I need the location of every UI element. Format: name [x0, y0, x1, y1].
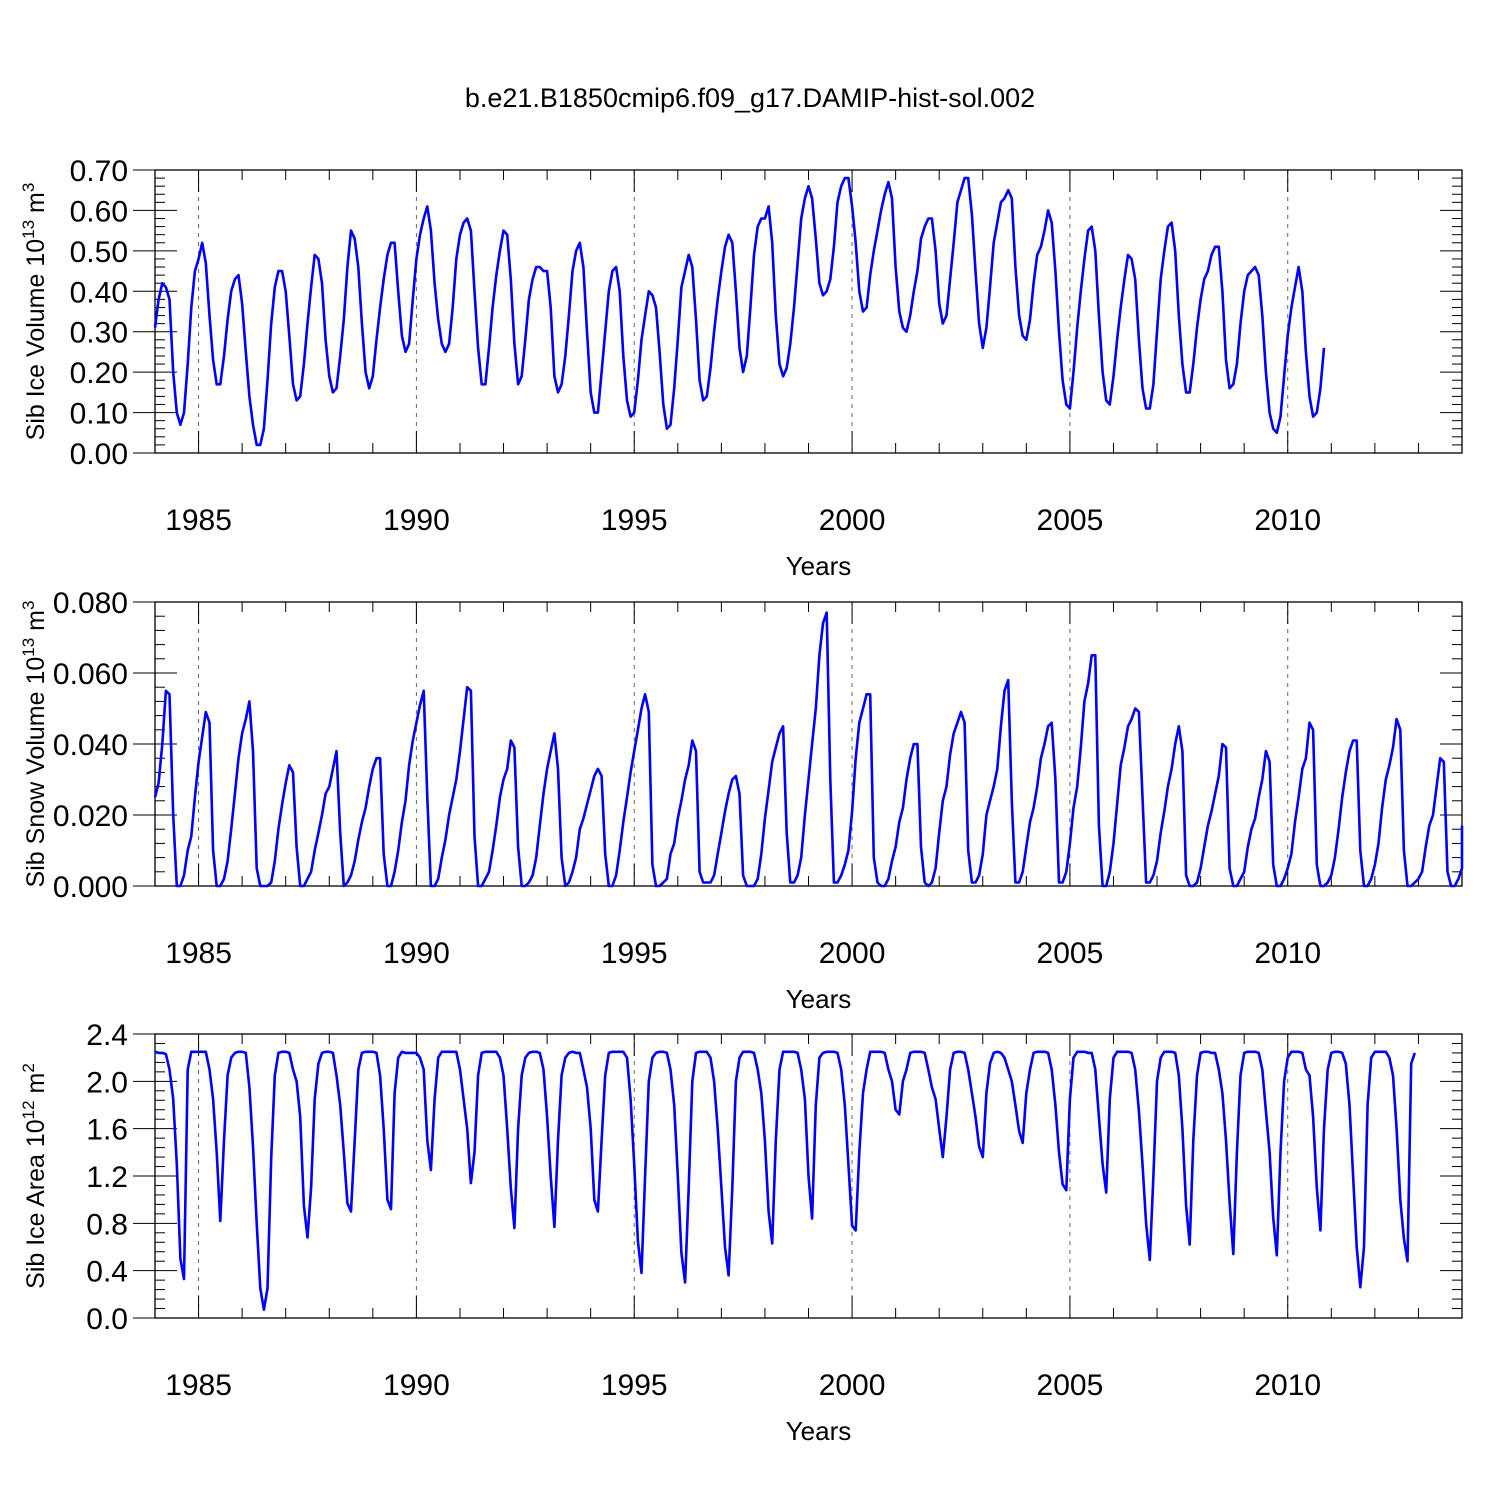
x-tick-label-1990: 1990	[383, 504, 450, 537]
y-tick-label: 1.6	[86, 1114, 128, 1147]
x-tick-label-1985: 1985	[165, 504, 232, 537]
y-tick-label: 0.40	[70, 276, 128, 309]
series-line-2	[153, 611, 1464, 888]
x-tick-label-1995: 1995	[601, 1369, 668, 1402]
figure-title: b.e21.B1850cmip6.f09_g17.DAMIP-hist-sol.…	[465, 83, 1035, 113]
x-tick-label-2010: 2010	[1254, 504, 1321, 537]
y-axis-label-unit-power: 3	[19, 601, 38, 610]
x-tick-label-1995: 1995	[601, 937, 668, 970]
x-tick-label-1995: 1995	[601, 504, 668, 537]
series-line-1	[153, 176, 1326, 447]
y-tick-label: 2.0	[86, 1066, 128, 1099]
y-tick-label: 0.50	[70, 236, 128, 269]
y-axis-label-unit: m	[22, 610, 50, 638]
y-axis-label-exponent: 13	[19, 638, 38, 657]
x-tick-label-2005: 2005	[1037, 937, 1104, 970]
x-tick-label-2000: 2000	[819, 1369, 886, 1402]
y-tick-label: 0.000	[53, 871, 128, 904]
y-tick-label: 0.020	[53, 800, 128, 833]
y-axis-label-text: Sib Ice Volume 10	[22, 239, 50, 441]
y-axis-label-text: Sib Ice Area 10	[22, 1119, 50, 1289]
y-tick-label: 0.60	[70, 195, 128, 228]
y-axis-label-exponent: 12	[19, 1100, 38, 1119]
y-tick-label: 1.2	[86, 1161, 128, 1194]
y-tick-label: 0.0	[86, 1303, 128, 1336]
panel-3: 0.0 0.4 0.8 1.2 1.6 2.0 2.4 1985 1990 1995 2000 200…	[19, 1019, 1463, 1446]
x-tick-label-1990: 1990	[383, 937, 450, 970]
x-axis-label: Years	[786, 1416, 852, 1446]
y-tick-label: 0.30	[70, 317, 128, 350]
panels-root: 0.00 0.10 0.20 0.30 0.40 0.50 0.60 0.70 1985 1990…	[19, 155, 1464, 1446]
y-axis-label: Sib Snow Volume 1013 m3	[19, 601, 50, 888]
y-tick-label: 0.70	[70, 155, 128, 188]
y-tick-label: 0.4	[86, 1256, 128, 1289]
x-tick-label-2010: 2010	[1254, 937, 1321, 970]
y-axis-label-unit: m	[22, 1073, 50, 1101]
x-axis-label: Years	[786, 984, 852, 1014]
panel-2: 0.000 0.020 0.040 0.060 0.080 1985 1990 1995 200…	[19, 587, 1464, 1014]
y-tick-label: 0.20	[70, 357, 128, 390]
panel-1: 0.00 0.10 0.20 0.30 0.40 0.50 0.60 0.70 1985 1990…	[19, 155, 1463, 581]
x-tick-label-2005: 2005	[1037, 1369, 1104, 1402]
y-axis-label: Sib Ice Volume 1013 m3	[19, 183, 50, 441]
y-axis-label-exponent: 13	[19, 220, 38, 239]
x-axis-label: Years	[786, 551, 852, 581]
x-tick-label-2000: 2000	[819, 937, 886, 970]
series-line-3	[154, 1050, 1417, 1311]
y-axis-label-unit: m	[22, 192, 50, 220]
y-tick-label: 0.8	[86, 1208, 128, 1241]
y-tick-label: 2.4	[86, 1019, 128, 1052]
x-tick-label-1985: 1985	[165, 1369, 232, 1402]
y-tick-label: 0.040	[53, 729, 128, 762]
x-tick-label-2005: 2005	[1037, 504, 1104, 537]
y-tick-label: 0.00	[70, 438, 128, 471]
y-axis-label-unit-power: 3	[19, 183, 38, 192]
y-tick-label: 0.10	[70, 398, 128, 431]
y-tick-label: 0.080	[53, 587, 128, 620]
y-tick-label: 0.060	[53, 658, 128, 691]
x-tick-label-1985: 1985	[165, 937, 232, 970]
y-axis-label-text: Sib Snow Volume 10	[22, 657, 50, 888]
x-tick-label-2000: 2000	[819, 504, 886, 537]
y-axis-label: Sib Ice Area 1012 m2	[19, 1063, 50, 1289]
x-tick-label-1990: 1990	[383, 1369, 450, 1402]
y-axis-label-unit-power: 2	[19, 1063, 38, 1072]
x-tick-label-2010: 2010	[1254, 1369, 1321, 1402]
